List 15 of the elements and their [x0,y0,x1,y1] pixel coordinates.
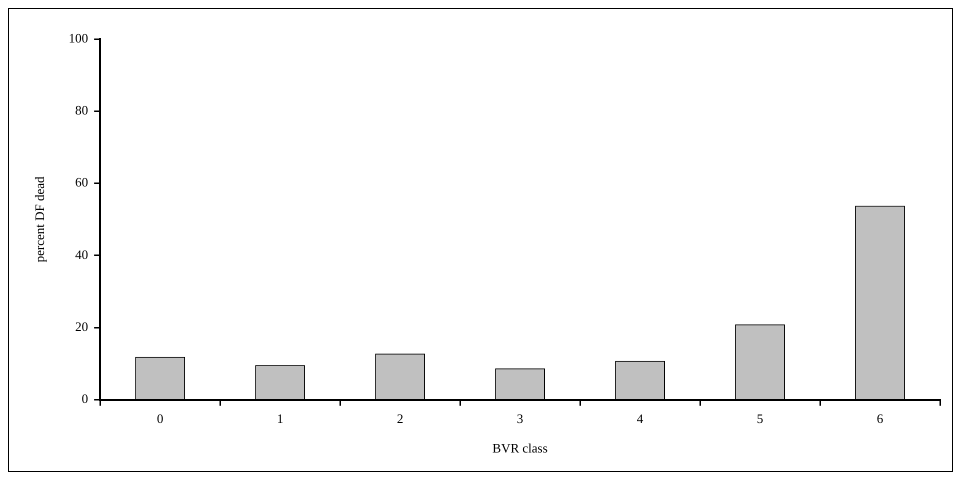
x-axis-title: BVR class [492,440,548,456]
y-tick-label: 60 [75,174,88,190]
y-axis-title: percent DF dead [32,176,48,262]
y-tick-label: 80 [75,102,88,118]
x-tick-label: 0 [156,411,164,426]
y-tick-label: 0 [82,391,88,406]
y-tick-label: 40 [75,246,88,262]
x-tick-label: 1 [276,411,284,426]
x-tick-label: 3 [516,411,524,426]
x-tick-label: 5 [756,411,764,426]
y-tick-label: 100 [68,30,88,46]
x-tick-label: 6 [876,411,884,426]
x-tick-label: 4 [636,411,644,426]
x-tick-label: 2 [396,411,404,426]
y-tick-label: 20 [75,319,88,334]
